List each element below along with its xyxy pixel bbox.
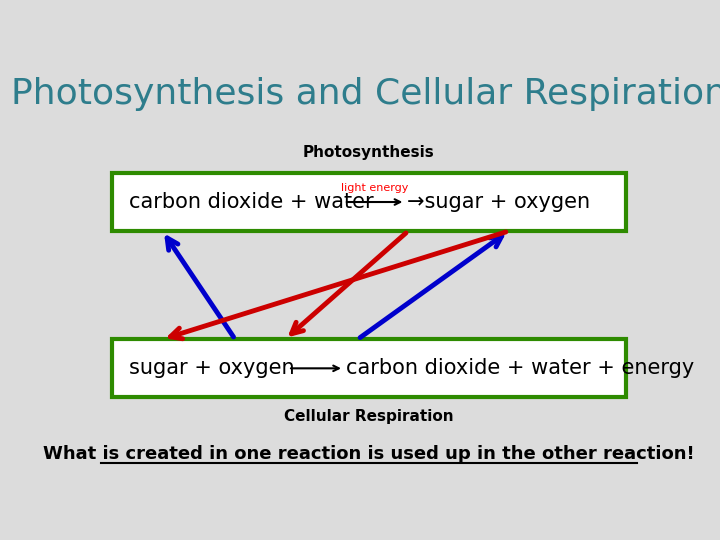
Text: Photosynthesis: Photosynthesis <box>303 145 435 160</box>
Text: sugar + oxygen: sugar + oxygen <box>129 359 294 379</box>
Text: carbon dioxide + water + energy: carbon dioxide + water + energy <box>346 359 694 379</box>
Text: light energy: light energy <box>341 183 408 193</box>
Text: Photosynthesis and Cellular Respiration: Photosynthesis and Cellular Respiration <box>11 77 720 111</box>
Text: What is created in one reaction is used up in the other reaction!: What is created in one reaction is used … <box>43 444 695 463</box>
FancyBboxPatch shape <box>112 173 626 231</box>
Text: carbon dioxide + water: carbon dioxide + water <box>129 192 374 212</box>
FancyBboxPatch shape <box>112 339 626 397</box>
Text: Cellular Respiration: Cellular Respiration <box>284 409 454 424</box>
Text: →sugar + oxygen: →sugar + oxygen <box>407 192 590 212</box>
